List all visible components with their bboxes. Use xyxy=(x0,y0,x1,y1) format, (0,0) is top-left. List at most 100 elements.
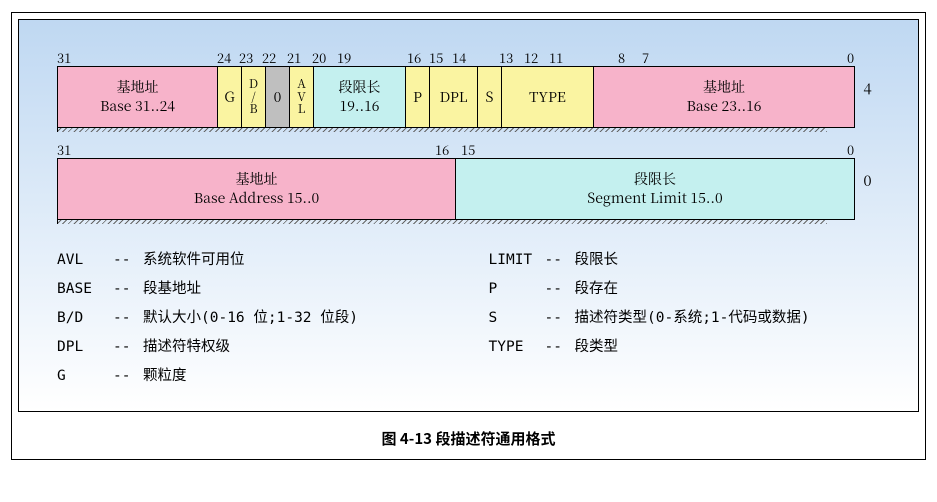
bit-label: 7 xyxy=(642,48,649,67)
bit-label: 0 xyxy=(847,48,854,67)
legend-separator: -- xyxy=(113,333,143,362)
hatch-pattern xyxy=(57,128,827,132)
legend-key: G xyxy=(57,362,113,391)
segment-sublabel: 19..16 xyxy=(340,97,380,116)
bit-label: 12 xyxy=(524,48,538,67)
legend-left-column: AVL--系统软件可用位BASE--段基地址B/D--默认大小(0-16 位;1… xyxy=(57,246,449,391)
bit-ruler-top: 31 24 23 22 21 20 19 16 15 14 13 12 11 87 0 xyxy=(57,48,855,66)
segment-dpl: DPL xyxy=(430,67,478,127)
figure-container: 31242322212019161514131211870 基地址Base 31… xyxy=(11,12,926,460)
legend-separator: -- xyxy=(113,362,143,391)
legend-separator: -- xyxy=(545,246,575,275)
legend-description: 描述符特权级 xyxy=(143,333,230,362)
legend-separator: -- xyxy=(545,275,575,304)
legend-item: BASE--段基地址 xyxy=(57,275,449,304)
segment-label: 段限长 xyxy=(634,170,676,189)
segment--: 段限长19..16 xyxy=(314,67,406,127)
segment--: 基地址Base 31..24 xyxy=(58,67,218,127)
segment-d-b: D/B xyxy=(242,67,266,127)
segment--: 基地址Base 23..16 xyxy=(594,67,854,127)
bit-label: 22 xyxy=(262,48,276,67)
legend-right-column: LIMIT--段限长P--段存在S--描述符类型(0-系统;1-代码或数据)TY… xyxy=(489,246,881,391)
bit-label: 19 xyxy=(337,48,351,67)
segment-label: 基地址 xyxy=(703,78,745,97)
legend-key: DPL xyxy=(57,333,113,362)
legend-item: AVL--系统软件可用位 xyxy=(57,246,449,275)
bit-label: 24 xyxy=(217,48,231,67)
legend-description: 描述符类型(0-系统;1-代码或数据) xyxy=(575,304,810,333)
segment-0: 0 xyxy=(266,67,290,127)
hatch-pattern xyxy=(57,220,827,224)
segment-sublabel: Base Address 15..0 xyxy=(194,189,319,208)
legend-key: BASE xyxy=(57,275,113,304)
legend-item: S--描述符类型(0-系统;1-代码或数据) xyxy=(489,304,881,333)
bit-label: 15 xyxy=(429,48,443,67)
segment-p: P xyxy=(406,67,430,127)
bit-label: 14 xyxy=(452,48,466,67)
segment-label: 0 xyxy=(274,88,282,107)
bit-ruler-bottom: 31 16 15 0 xyxy=(57,140,855,158)
segment-sublabel: Base 31..24 xyxy=(100,97,175,116)
bit-label: 11 xyxy=(549,48,563,67)
legend-description: 段限长 xyxy=(575,246,619,275)
segment-type: TYPE xyxy=(502,67,594,127)
bit-label: 31 xyxy=(57,48,71,67)
segment-label: 段限长 xyxy=(339,78,381,97)
byte-offset-label: 0 xyxy=(855,140,880,220)
legend-key: S xyxy=(489,304,545,333)
segment-label: AVL xyxy=(297,78,306,116)
bit-label: 20 xyxy=(312,48,326,67)
legend-key: B/D xyxy=(57,304,113,333)
bit-label: 16 xyxy=(435,140,449,159)
segment-s: S xyxy=(478,67,502,127)
segment--: 基地址Base Address 15..0 xyxy=(58,159,456,219)
byte-offset-label: 4 xyxy=(855,48,880,128)
legend-key: P xyxy=(489,275,545,304)
bit-label: 21 xyxy=(287,48,301,67)
legend-description: 颗粒度 xyxy=(143,362,187,391)
legend-separator: -- xyxy=(113,275,143,304)
legend-description: 段基地址 xyxy=(143,275,201,304)
legend-item: G--颗粒度 xyxy=(57,362,449,391)
bit-label: 15 xyxy=(461,140,475,159)
legend-item: LIMIT--段限长 xyxy=(489,246,881,275)
segment-g: G xyxy=(218,67,242,127)
segment-row-high: 基地址Base 31..24GD/B0AVL段限长19..16PDPLSTYPE… xyxy=(57,66,855,128)
segment-label: G xyxy=(224,88,234,107)
diagram-frame: 31242322212019161514131211870 基地址Base 31… xyxy=(18,19,919,412)
legend-key: LIMIT xyxy=(489,246,545,275)
segment-label: P xyxy=(413,88,422,107)
bit-label: 0 xyxy=(847,140,854,159)
bit-label: 8 xyxy=(618,48,625,67)
bit-label: 16 xyxy=(407,48,421,67)
legend-key: TYPE xyxy=(489,333,545,362)
bit-label: 23 xyxy=(239,48,253,67)
segment-label: 基地址 xyxy=(117,78,159,97)
segment-label: 基地址 xyxy=(236,170,278,189)
dword-row-high: 31242322212019161514131211870 基地址Base 31… xyxy=(57,48,880,128)
segment-sublabel: Segment Limit 15..0 xyxy=(587,189,722,208)
figure-caption: 图 4-13 段描述符通用格式 xyxy=(12,428,925,449)
segment-avl: AVL xyxy=(290,67,314,127)
legend-item: P--段存在 xyxy=(489,275,881,304)
legend-description: 段存在 xyxy=(575,275,619,304)
legend-separator: -- xyxy=(545,304,575,333)
legend-description: 系统软件可用位 xyxy=(143,246,245,275)
legend-separator: -- xyxy=(113,304,143,333)
legend-item: DPL--描述符特权级 xyxy=(57,333,449,362)
segment--: 段限长Segment Limit 15..0 xyxy=(456,159,854,219)
segment-label: TYPE xyxy=(529,88,566,107)
legend-key: AVL xyxy=(57,246,113,275)
legend-description: 段类型 xyxy=(575,333,619,362)
segment-label: S xyxy=(486,88,494,107)
legend-item: B/D--默认大小(0-16 位;1-32 位段) xyxy=(57,304,449,333)
legend-item: TYPE--段类型 xyxy=(489,333,881,362)
segment-label: D/B xyxy=(249,78,258,116)
bit-label: 31 xyxy=(57,140,71,159)
legend-description: 默认大小(0-16 位;1-32 位段) xyxy=(143,304,358,333)
bit-label: 13 xyxy=(499,48,513,67)
segment-sublabel: Base 23..16 xyxy=(687,97,762,116)
segment-label: DPL xyxy=(440,88,468,107)
legend-separator: -- xyxy=(545,333,575,362)
segment-row-low: 基地址Base Address 15..0段限长Segment Limit 15… xyxy=(57,158,855,220)
